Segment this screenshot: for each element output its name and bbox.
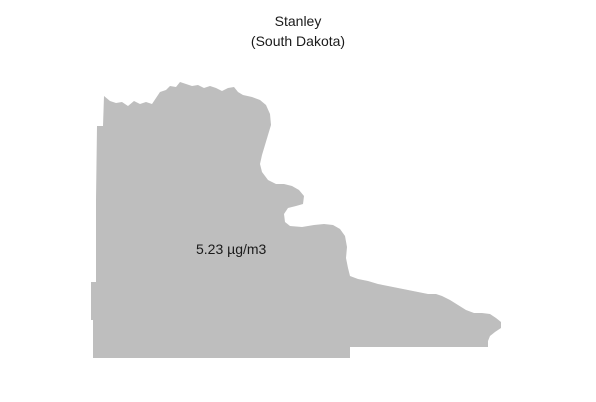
region-value-label: 5.23 µg/m3 (196, 241, 267, 257)
county-region-shape (91, 82, 501, 358)
map-title: Stanley (274, 13, 322, 29)
map-subtitle: (South Dakota) (250, 33, 346, 49)
map-title-block: Stanley (South Dakota) (0, 11, 596, 51)
